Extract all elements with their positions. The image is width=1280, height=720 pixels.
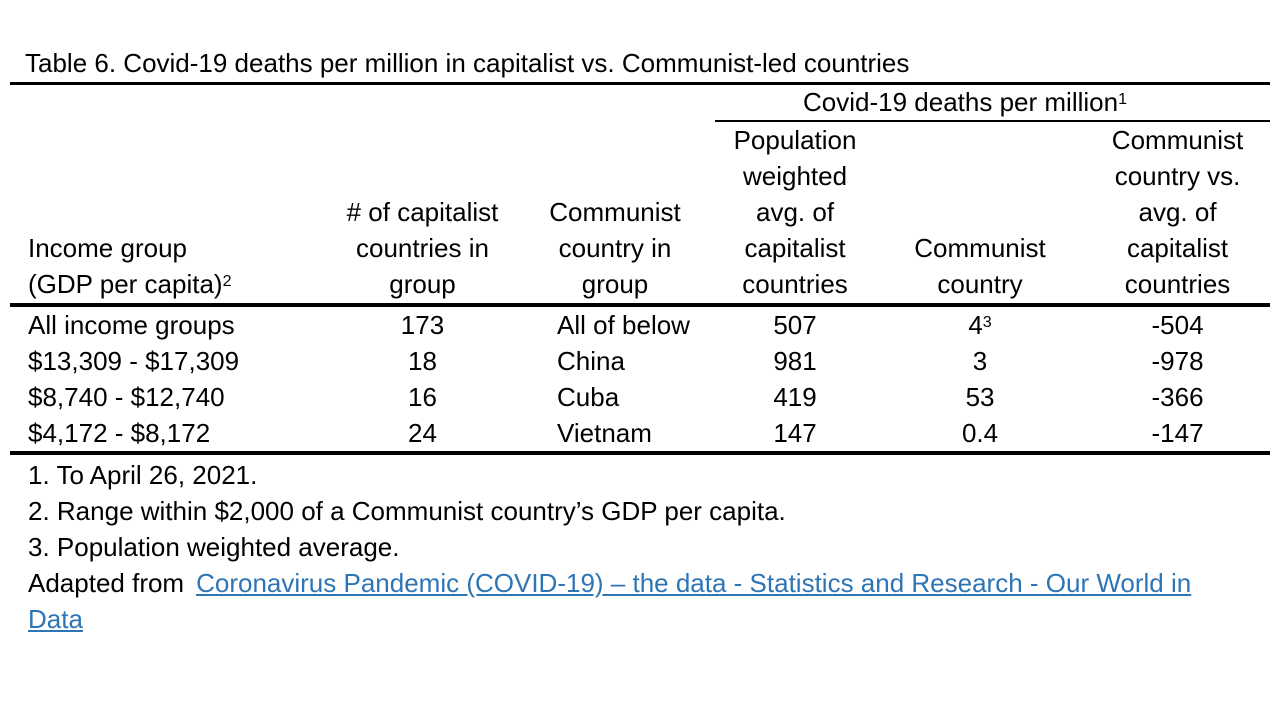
footnote-1: 1. To April 26, 2021.	[28, 460, 258, 490]
header-difference: Communist country vs. avg. of capitalist…	[1085, 121, 1271, 307]
cell-communist-country: Cuba	[557, 382, 620, 412]
footnote-marker-2: 2	[222, 271, 232, 290]
header-income-group: Income group (GDP per capita)2	[10, 121, 330, 307]
cell-capitalist-count: 24	[330, 415, 515, 455]
source-link[interactable]: Coronavirus Pandemic (COVID-19) – the da…	[28, 568, 1192, 634]
header-communist-country-in-group-label: Communist country in group	[549, 197, 681, 299]
footnote-2: 2. Range within $2,000 of a Communist co…	[28, 496, 786, 526]
cell-communist-deaths: 0.4	[875, 415, 1086, 455]
cell-income-group: $4,172 - $8,172	[10, 415, 330, 455]
cell-difference: -147	[1085, 415, 1271, 455]
communist-deaths-value: 4	[968, 310, 983, 340]
header-capitalist-avg-label: Population weighted avg. of capitalist c…	[733, 125, 857, 299]
table-row: $4,172 - $8,172 24 Vietnam 147 0.4 -147	[10, 415, 1271, 455]
cell-capitalist-avg-deaths: 981	[773, 346, 817, 376]
header-capitalist-count: # of capitalist countries in group	[330, 121, 515, 307]
cell-difference: -978	[1151, 346, 1204, 376]
table-row: $13,309 - $17,309 18 China 981 3 -978	[10, 343, 1270, 379]
footnote-marker-1: 1	[1118, 89, 1128, 108]
document-page: Table 6. Covid-19 deaths per million in …	[10, 0, 1271, 637]
title-band: Table 6. Covid-19 deaths per million in …	[10, 0, 1270, 85]
cell-capitalist-avg-deaths: 507	[773, 310, 817, 340]
cell-capitalist-count: 16	[408, 382, 437, 412]
cell-capitalist-count: 18	[408, 346, 437, 376]
spanner-empty-cell	[10, 85, 715, 121]
cell-capitalist-count: 173	[400, 310, 445, 340]
header-communist-country: Communist country	[875, 121, 1086, 307]
cell-difference: -366	[1151, 382, 1204, 412]
spanner-header: Covid-19 deaths per million1	[715, 85, 1271, 122]
table-row: All income groups 173 All of below 507 4…	[10, 305, 1270, 343]
table-title: Table 6. Covid-19 deaths per million in …	[25, 48, 910, 78]
header-income-group-label: Income group (GDP per capita)	[28, 233, 223, 299]
header-difference-label: Communist country vs. avg. of capitalist…	[1111, 125, 1244, 299]
spanner-row: Covid-19 deaths per million1	[10, 85, 1271, 122]
covid-deaths-table: Covid-19 deaths per million1 Income grou…	[10, 85, 1271, 455]
footnotes-block: 1. To April 26, 2021. 2. Range within $2…	[10, 457, 1270, 637]
source-line: Adapted from Coronavirus Pandemic (COVID-…	[28, 565, 1253, 637]
cell-communist-country: Vietnam	[515, 415, 716, 455]
header-communist-country-label: Communist country	[914, 233, 1046, 299]
footnote-3: 3. Population weighted average.	[28, 532, 400, 562]
cell-income-group: $8,740 - $12,740	[28, 382, 225, 412]
cell-communist-deaths: 53	[965, 382, 995, 412]
footnote-marker-3: 3	[982, 312, 992, 331]
cell-communist-deaths: 3	[972, 346, 988, 376]
header-capitalist-count-label: # of capitalist countries in group	[346, 197, 499, 299]
cell-difference: -504	[1151, 310, 1204, 340]
cell-income-group: All income groups	[28, 310, 235, 340]
column-header-row: Income group (GDP per capita)2 # of capi…	[10, 121, 1271, 307]
cell-capitalist-avg-deaths: 147	[715, 415, 876, 455]
cell-communist-country: China	[557, 346, 625, 376]
spanner-label: Covid-19 deaths per million	[803, 87, 1119, 117]
cell-capitalist-avg-deaths: 419	[773, 382, 817, 412]
cell-communist-deaths: 43	[875, 305, 1085, 343]
header-capitalist-avg: Population weighted avg. of capitalist c…	[715, 121, 876, 307]
source-prefix: Adapted from	[28, 568, 185, 598]
header-communist-country-in-group: Communist country in group	[515, 121, 716, 307]
cell-income-group: $13,309 - $17,309	[28, 346, 240, 376]
table-row: $8,740 - $12,740 16 Cuba 419 53 -366	[10, 379, 1270, 415]
cell-communist-country: All of below	[557, 310, 690, 340]
